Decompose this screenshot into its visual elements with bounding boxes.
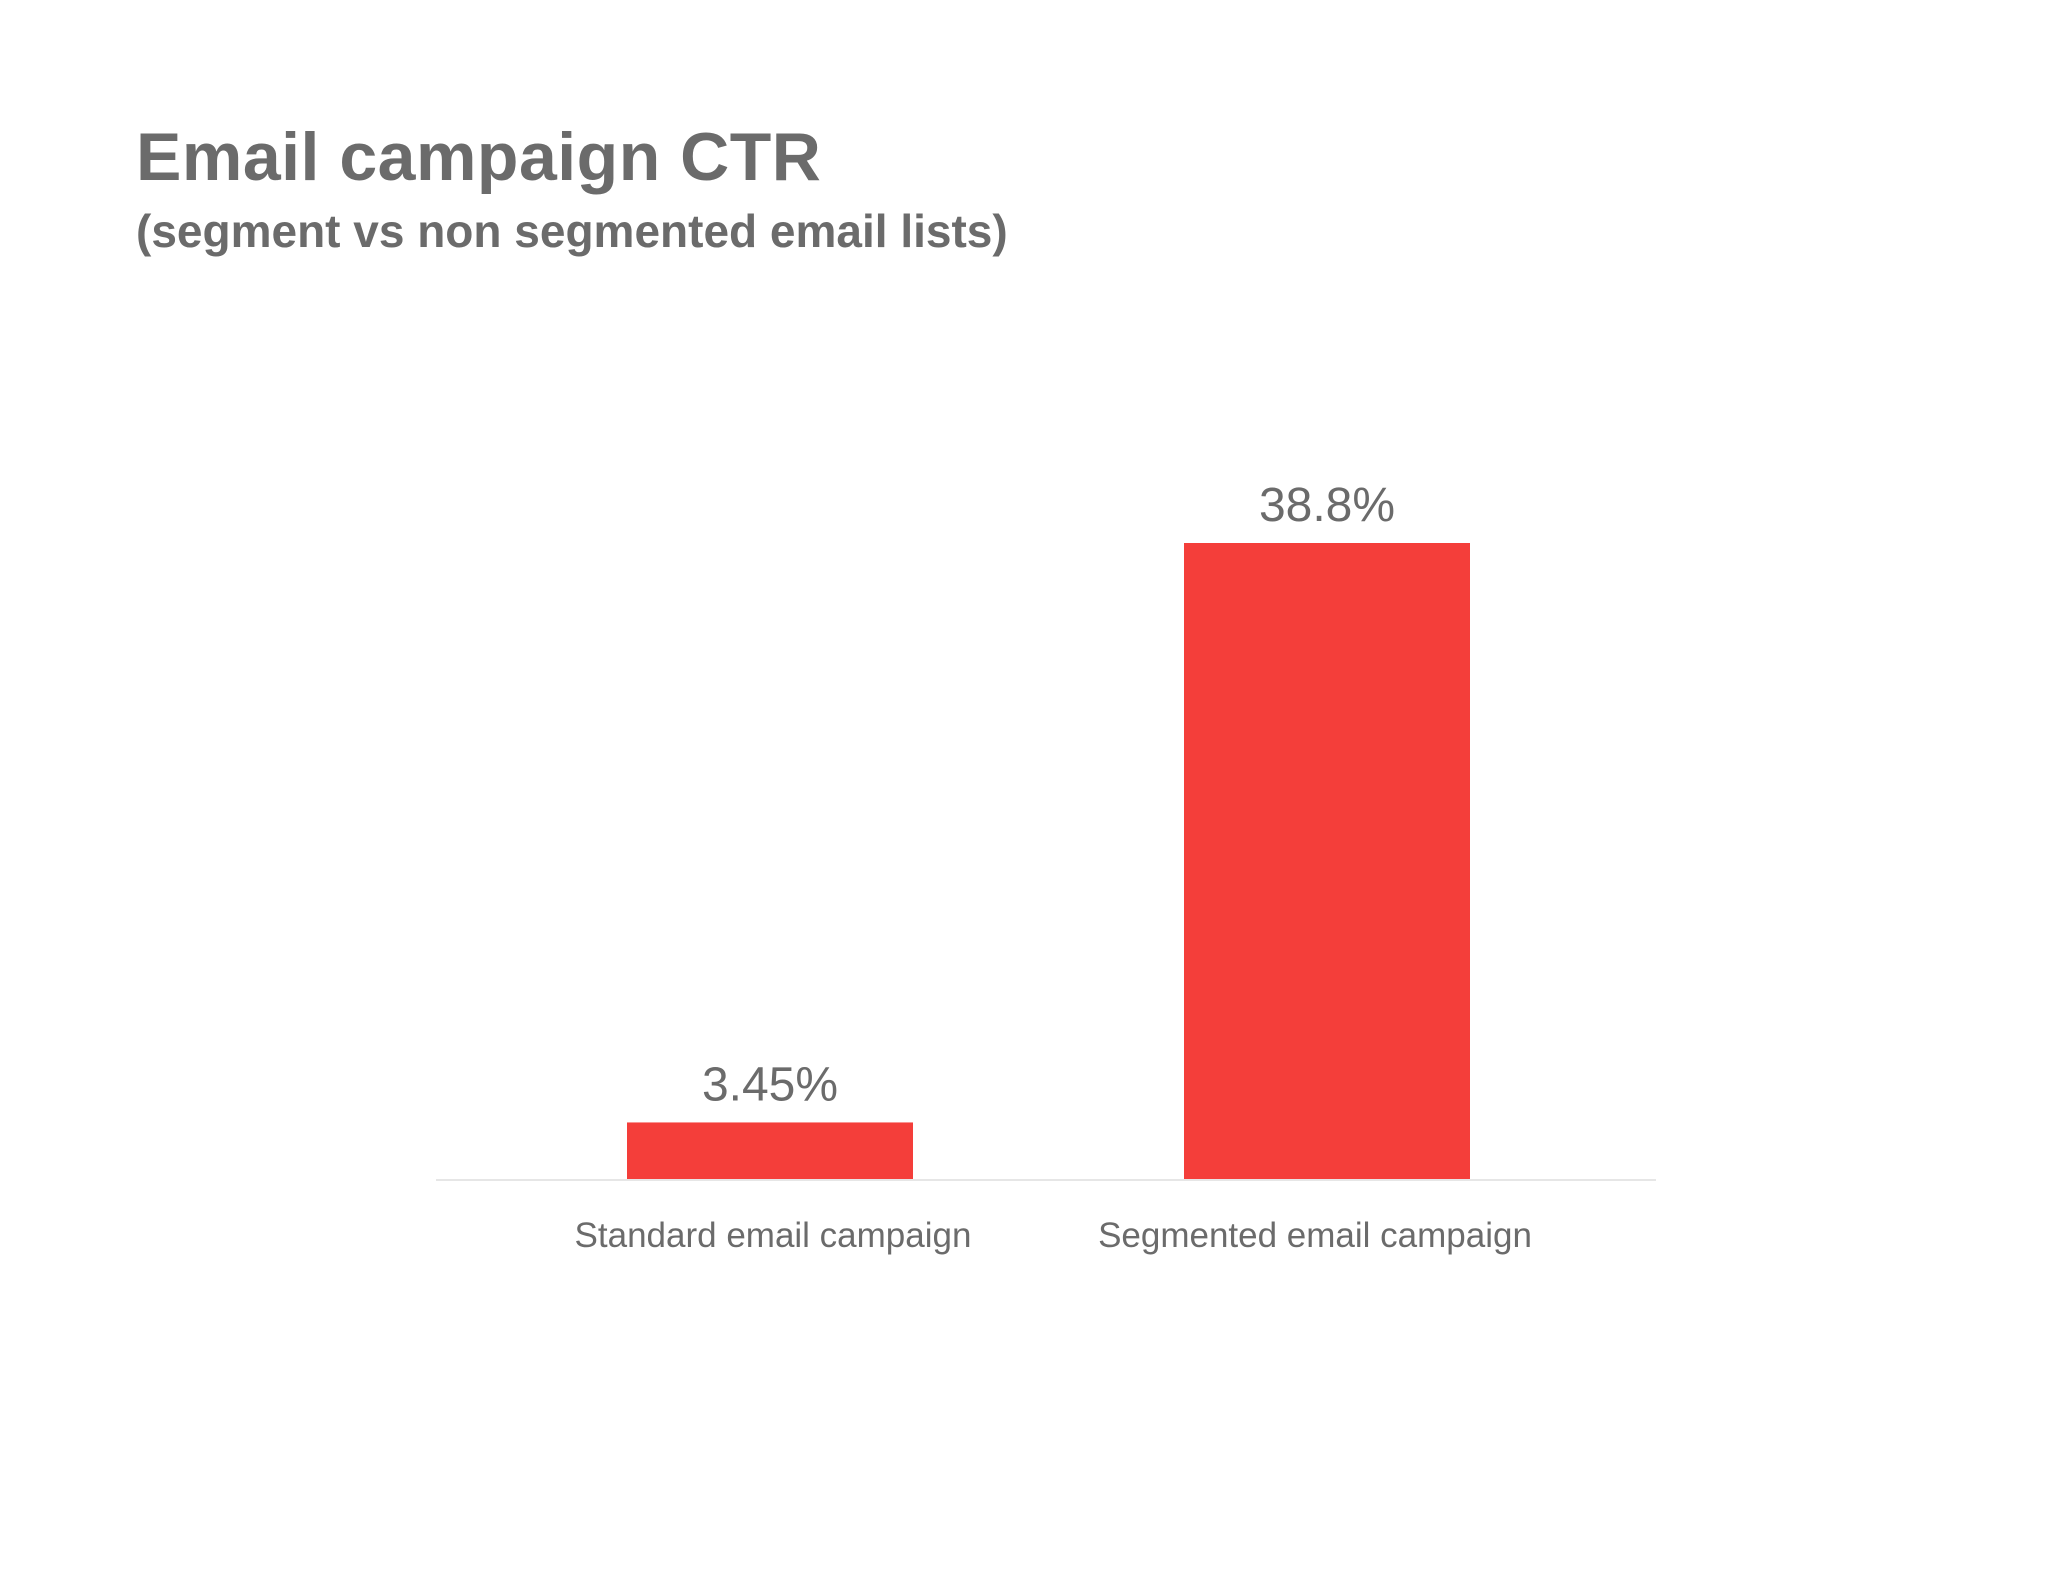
bar-1	[1184, 543, 1470, 1179]
bar-value-label-0: 3.45%	[702, 1058, 838, 1111]
category-label-0: Standard email campaign	[575, 1216, 972, 1255]
category-label-1: Segmented email campaign	[1098, 1216, 1532, 1255]
chart-title: Email campaign CTR	[136, 119, 822, 195]
bar-value-label-1: 38.8%	[1259, 479, 1395, 532]
chart-subtitle: (segment vs non segmented email lists)	[136, 205, 1008, 257]
bar-0	[627, 1122, 913, 1179]
